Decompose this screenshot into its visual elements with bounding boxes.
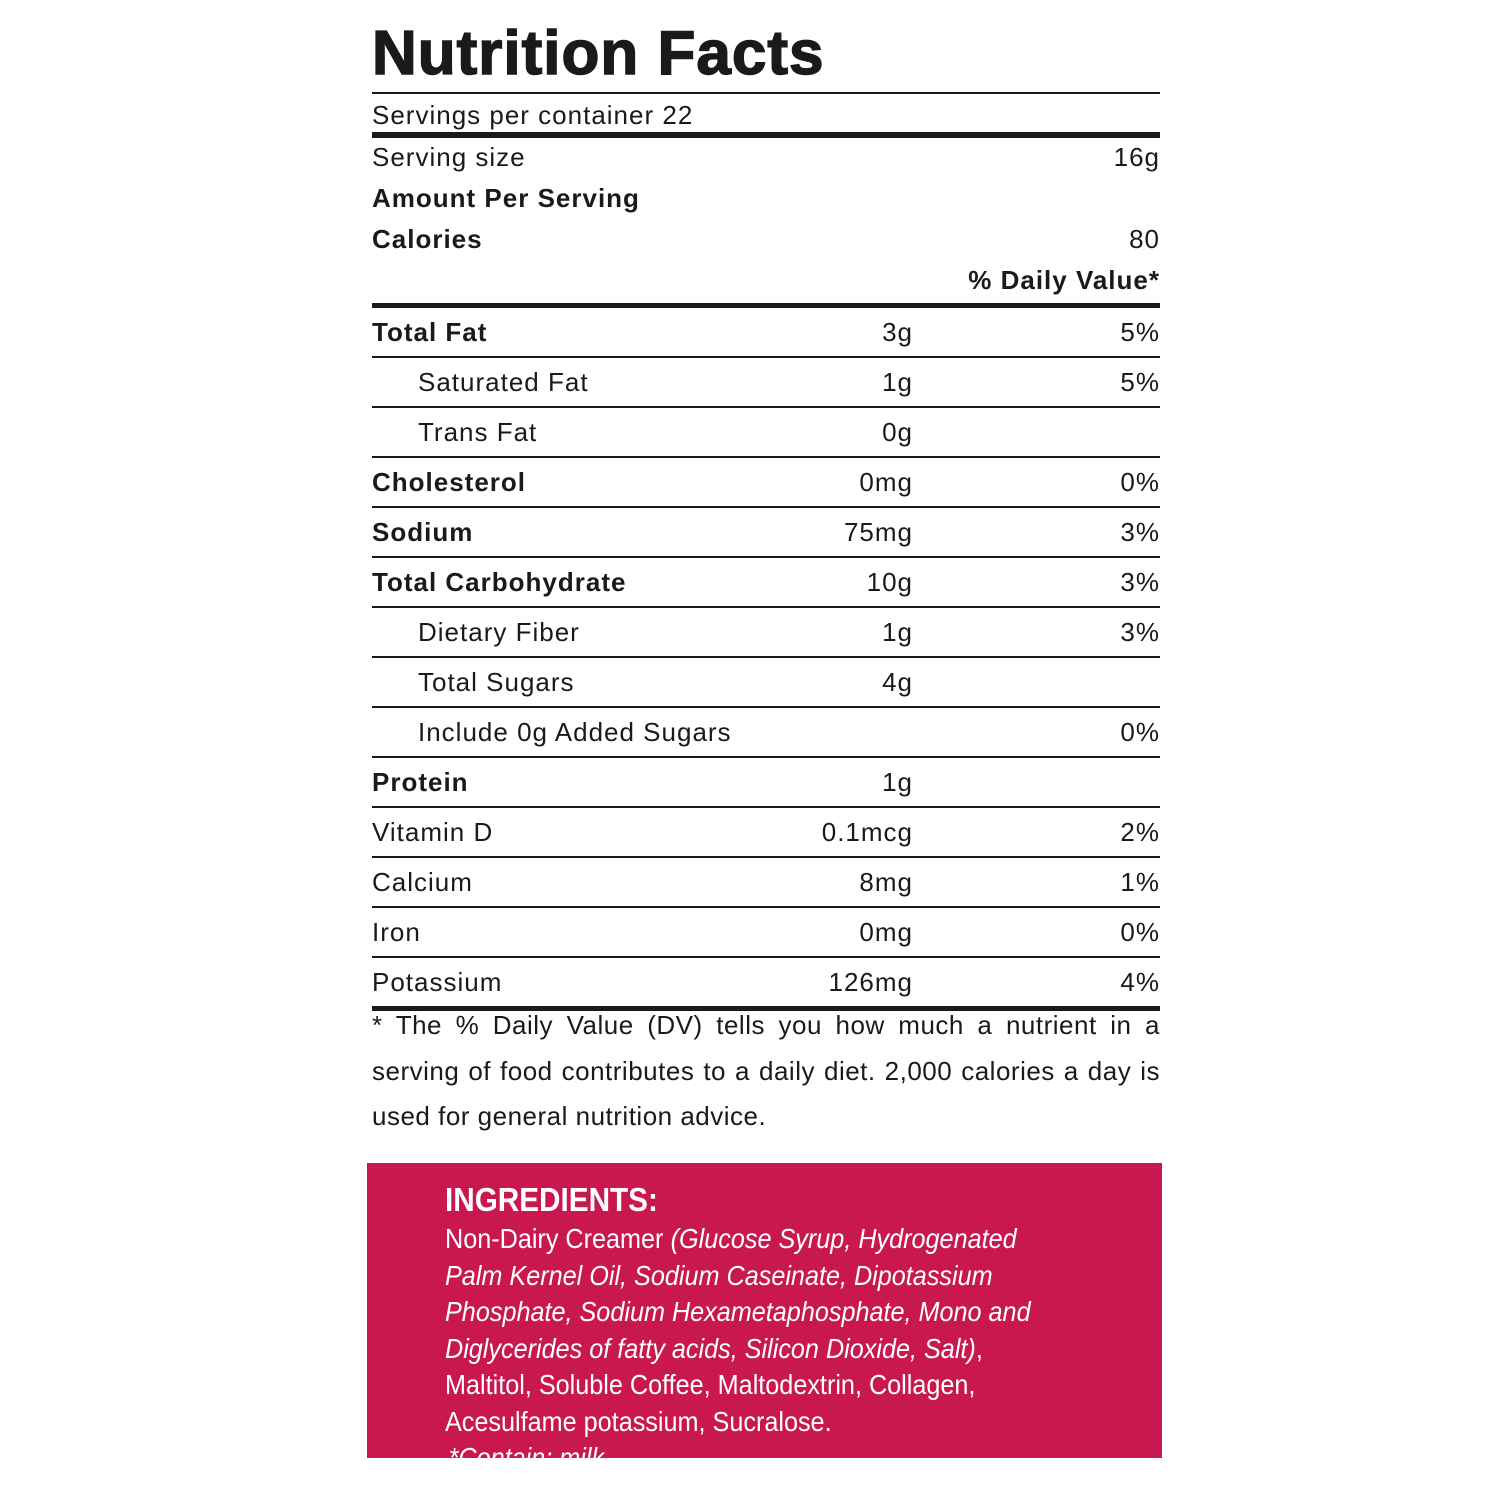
nutrient-name: Total Fat [372,317,488,347]
nutrient-row: Cholesterol 0mg 0% [372,458,1160,508]
nutrient-amount: 4g [882,667,913,697]
amount-per-serving: Amount Per Serving [372,183,640,213]
nutrient-amount: 8mg [859,867,913,897]
calories-value: 80 [1129,224,1160,254]
nutrient-amount: 126mg [828,967,913,997]
calories-label: Calories [372,224,483,254]
ingredients-heading: INGREDIENTS: [445,1181,658,1218]
ingredients-panel: INGREDIENTS: Non-Dairy Creamer (Glucose S… [367,1163,1162,1473]
nutrient-dv: 0% [1120,717,1160,747]
nutrient-name: Saturated Fat [418,367,589,397]
servings: Servings per container 22 [372,100,694,130]
nutrient-amount: 75mg [843,517,913,547]
nutrient-name: Vitamin D [372,817,494,847]
nutrient-row: Trans Fat 0g [372,408,1160,458]
nutrient-amount: 0mg [859,467,913,497]
dv-header: % Daily Value* [968,265,1160,295]
serving-size-value: 16g [1113,142,1160,172]
nutrient-row: Sodium 75mg 3% [372,508,1160,558]
nutrient-row: Saturated Fat 1g 5% [372,358,1160,408]
nutrient-row: Total Carbohydrate 10g 3% [372,558,1160,608]
nutrient-name: Trans Fat [418,417,538,447]
nutrient-name: Protein [372,767,469,797]
nutrient-amount: 0g [882,417,913,447]
nutrient-name: Calcium [372,867,473,897]
nutrient-row: Protein 1g [372,758,1160,808]
nutrient-name: Include 0g Added Sugars [418,717,732,747]
nutrient-name: Sodium [372,517,474,547]
ingredients-text: Non-Dairy Creamer (Glucose Syrup, Hydroge… [445,1221,1075,1477]
nutrient-row: Potassium 126mg 4% [372,958,1160,1011]
nutrient-row: Total Fat 3g 5% [372,308,1160,358]
nutrient-dv: 5% [1120,317,1160,347]
nutrient-dv: 0% [1120,917,1160,947]
nutrient-dv: 3% [1120,567,1160,597]
nutrient-amount: 0mg [859,917,913,947]
nutrient-row: Calcium 8mg 1% [372,858,1160,908]
nutrient-name: Cholesterol [372,467,527,497]
nutrient-row: Dietary Fiber 1g 3% [372,608,1160,658]
nutrient-amount: 0.1mcg [821,817,913,847]
nutrient-dv: 5% [1120,367,1160,397]
nutrient-amount: 10g [866,567,913,597]
nutrient-row: Include 0g Added Sugars 0% [372,708,1160,758]
nutrient-amount: 1g [882,767,913,797]
nutrient-row: Vitamin D 0.1mcg 2% [372,808,1160,858]
nutrient-dv: 1% [1120,867,1160,897]
ingredients-segment: *Contain: milk. [448,1442,612,1473]
nutrient-dv: 3% [1120,517,1160,547]
nutrient-amount: 1g [882,617,913,647]
nutrient-name: Total Sugars [418,667,575,697]
nutrient-dv: 4% [1120,967,1160,997]
rule [372,92,1160,94]
rule [372,303,1160,308]
title: Nutrition Facts [371,18,825,89]
ingredients-segment: (Glucose Syrup, Hydrogenated Palm Kernel… [445,1223,1031,1364]
nutrient-amount: 1g [882,367,913,397]
footnote: * The % Daily Value (DV) tells you how m… [372,1010,1160,1131]
nutrient-row: Iron 0mg 0% [372,908,1160,958]
serving-size-label: Serving size [372,142,526,172]
rule [372,132,1160,138]
nutrient-dv: 3% [1120,617,1160,647]
nutrient-amount: 3g [882,317,913,347]
ingredients-segment: Non-Dairy Creamer [445,1223,664,1254]
nutrient-name: Iron [372,917,421,947]
nutrient-name: Potassium [372,967,503,997]
nutrient-name: Dietary Fiber [418,617,580,647]
nutrient-dv: 0% [1120,467,1160,497]
nutrient-name: Total Carbohydrate [372,567,627,597]
ingredients-segment: , Maltitol, Soluble Coffee, Maltodextrin… [445,1332,983,1437]
nutrient-dv: 2% [1120,817,1160,847]
nutrient-row: Total Sugars 4g [372,658,1160,708]
